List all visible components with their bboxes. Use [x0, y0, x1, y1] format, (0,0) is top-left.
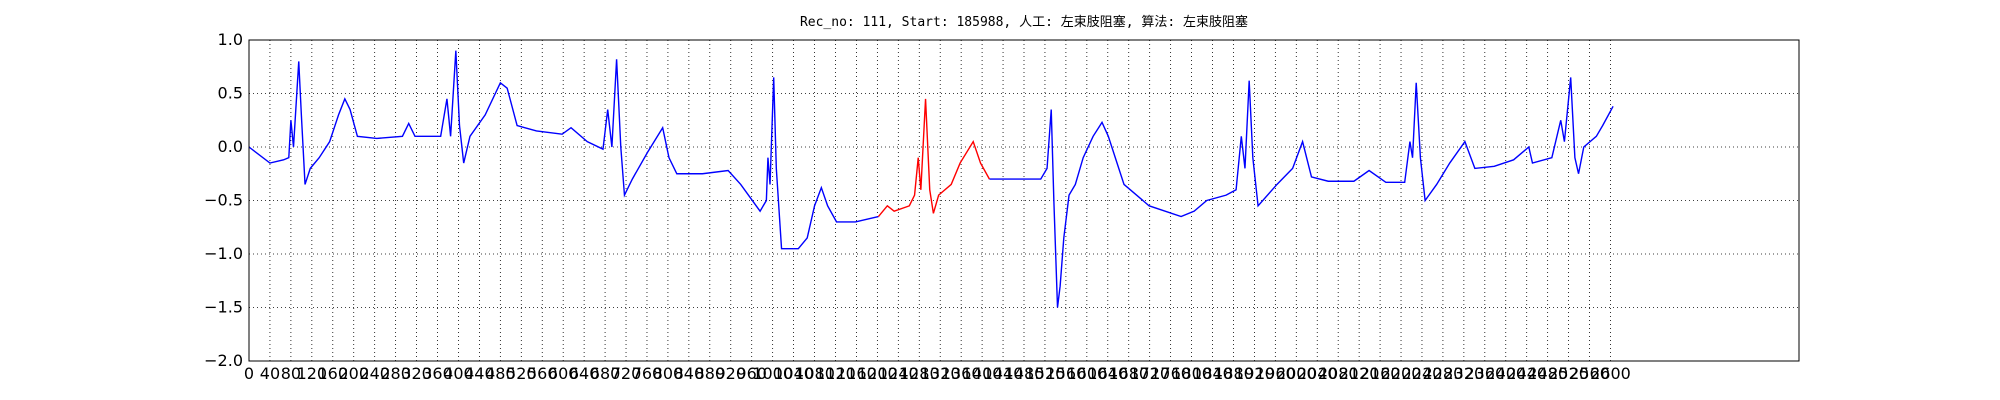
x-tick-label: 600 [548, 364, 579, 383]
x-tick-label: 760 [632, 364, 663, 383]
x-tick-label: 240 [359, 364, 390, 383]
x-tick-label: 1680 [1108, 364, 1149, 383]
x-tick-label: 1480 [1004, 364, 1045, 383]
x-tick-label: 1560 [1046, 364, 1087, 383]
x-tick-label: 120 [297, 364, 328, 383]
y-tick-label: 1.0 [218, 30, 243, 49]
x-tick-label: 480 [485, 364, 516, 383]
x-tick-label: 2600 [1590, 364, 1631, 383]
x-tick-label: 640 [569, 364, 600, 383]
x-tick-label: 1120 [815, 364, 856, 383]
chart-title: Rec_no: 111, Start: 185988, 人工: 左束肢阻塞, 算… [800, 14, 1248, 30]
y-tick-label: 0.0 [218, 137, 243, 156]
x-tick-label: 1840 [1192, 364, 1233, 383]
x-tick-label: 1440 [983, 364, 1024, 383]
x-tick-label: 2160 [1360, 364, 1401, 383]
x-tick-label: 840 [674, 364, 705, 383]
x-tick-label: 1920 [1234, 364, 1275, 383]
x-tick-label: 2240 [1402, 364, 1443, 383]
y-tick-label: 0.5 [218, 84, 243, 103]
x-tick-label: 360 [422, 364, 453, 383]
x-tick-label: 1040 [773, 364, 814, 383]
x-tick-label: 880 [695, 364, 726, 383]
x-tick-label: 680 [590, 364, 621, 383]
x-tick-label: 520 [506, 364, 537, 383]
x-tick-label: 2440 [1506, 364, 1547, 383]
x-tick-label: 1720 [1129, 364, 1170, 383]
x-tick-label: 2080 [1318, 364, 1359, 383]
x-tick-label: 200 [338, 364, 369, 383]
x-tick-label: 160 [318, 364, 349, 383]
x-tick-label: 560 [527, 364, 558, 383]
x-tick-label: 2480 [1527, 364, 1568, 383]
y-tick-label: −2.0 [204, 351, 243, 370]
x-tick-label: 1640 [1087, 364, 1128, 383]
ecg-line [248, 50, 879, 250]
x-tick-label: 2280 [1423, 364, 1464, 383]
x-tick-label: 1760 [1150, 364, 1191, 383]
x-tick-label: 320 [401, 364, 432, 383]
y-tick-label: −1.0 [204, 244, 243, 263]
x-tick-label: 400 [443, 364, 474, 383]
x-tick-label: 1880 [1213, 364, 1254, 383]
x-tick-label: 1320 [920, 364, 961, 383]
x-tick-label: 280 [380, 364, 411, 383]
x-tick-label: 2400 [1485, 364, 1526, 383]
x-tick-label: 1280 [899, 364, 940, 383]
x-tick-label: 2200 [1381, 364, 1422, 383]
x-tick-label: 2360 [1464, 364, 1505, 383]
plot-frame [248, 39, 1800, 362]
x-tick-label: 1160 [836, 364, 877, 383]
y-tick-label: −1.5 [204, 298, 243, 317]
x-tick-label: 2120 [1339, 364, 1380, 383]
x-tick-label: 2560 [1569, 364, 1610, 383]
x-tick-label: 1520 [1025, 364, 1066, 383]
x-tick-label: 1360 [941, 364, 982, 383]
x-tick-label: 1600 [1066, 364, 1107, 383]
x-tick-label: 0 [244, 364, 254, 383]
x-tick-label: 960 [736, 364, 767, 383]
x-tick-label: 1000 [752, 364, 793, 383]
y-tick-label: −0.5 [204, 191, 243, 210]
x-tick-label: 40 [260, 364, 280, 383]
ecg-line [989, 77, 1614, 308]
x-tick-label: 1960 [1255, 364, 1296, 383]
x-tick-label: 920 [715, 364, 746, 383]
x-tick-label: 2040 [1297, 364, 1338, 383]
x-tick-label: 2520 [1548, 364, 1589, 383]
x-tick-label: 80 [281, 364, 301, 383]
x-tick-label: 1080 [794, 364, 835, 383]
x-tick-label: 1800 [1171, 364, 1212, 383]
x-tick-label: 1400 [962, 364, 1003, 383]
x-tick-label: 1240 [878, 364, 919, 383]
ecg-line [877, 98, 991, 217]
x-tick-label: 2000 [1276, 364, 1317, 383]
x-tick-label: 2320 [1444, 364, 1485, 383]
x-tick-label: 720 [611, 364, 642, 383]
x-tick-label: 440 [464, 364, 495, 383]
x-tick-label: 800 [653, 364, 684, 383]
x-tick-label: 1200 [857, 364, 898, 383]
